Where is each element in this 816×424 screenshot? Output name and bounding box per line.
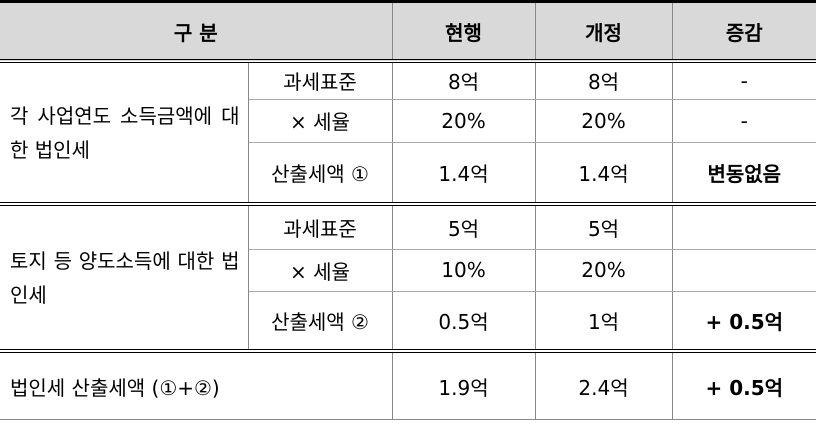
header-cell: 개정 (534, 0, 673, 63)
value-cell: + 0.5억 (671, 349, 816, 420)
value-cell: 8억 (534, 59, 673, 100)
item-label: 과세표준 (247, 202, 393, 250)
header-row: 구 분 현행 개정 증감 (0, 0, 816, 63)
value-cell: 20% (391, 99, 536, 143)
table-header: 구 분 현행 개정 증감 (0, 0, 816, 63)
table-row: × 세율 10% 20% (0, 249, 816, 292)
value-cell: 20% (534, 99, 673, 143)
value-cell: - (671, 59, 816, 100)
item-label: × 세율 (248, 99, 393, 143)
item-label: × 세율 (248, 249, 393, 292)
value-cell: 0.5억 (391, 291, 536, 352)
value-cell: 10% (391, 249, 536, 292)
table-row: 각 사업연도 소득금액에 대한 법인세 과세표준 8억 8억 - (0, 59, 816, 205)
empty-cell (671, 249, 816, 292)
group-label: 각 사업연도 소득금액에 대한 법인세 (0, 59, 249, 205)
value-cell: 변동없음 (671, 142, 816, 205)
table-row: × 세율 20% 20% - (0, 99, 816, 143)
item-label: 산출세액 ① (248, 142, 393, 205)
total-label: 법인세 산출세액 (①+②) (0, 349, 393, 420)
value-cell: - (671, 99, 816, 143)
item-label: 과세표준 (247, 59, 393, 100)
value-cell: 1억 (534, 291, 673, 352)
table-row: 토지 등 양도소득에 대한 법인세 과세표준 5억 5억 (0, 202, 816, 352)
value-cell: 5억 (391, 202, 536, 250)
table-body: 각 사업연도 소득금액에 대한 법인세 과세표준 8억 8억 - × 세율 20% 20% - 산… (0, 59, 816, 420)
value-cell: + 0.5억 (671, 291, 816, 352)
value-cell: 20% (534, 249, 673, 292)
empty-cell (671, 202, 816, 250)
value-cell: 1.4억 (534, 142, 673, 205)
value-cell: 2.4억 (534, 349, 673, 420)
value-cell: 1.9억 (391, 349, 536, 420)
group-label: 토지 등 양도소득에 대한 법인세 (0, 202, 249, 352)
value-cell: 8억 (391, 59, 536, 100)
total-row: 법인세 산출세액 (①+②) 1.9억 2.4억 + 0.5억 (0, 349, 816, 420)
value-cell: 1.4억 (391, 142, 536, 205)
header-cell: 현행 (391, 0, 536, 63)
header-cell: 구 분 (0, 0, 393, 63)
header-cell: 증감 (671, 0, 816, 63)
value-cell: 5억 (534, 202, 673, 250)
item-label: 산출세액 ② (248, 291, 393, 352)
